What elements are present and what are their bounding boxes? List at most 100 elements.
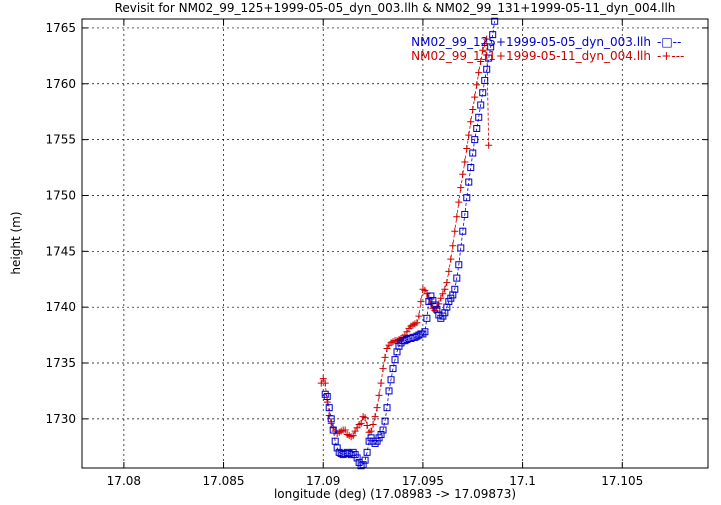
- data-point-series-1: [451, 285, 459, 293]
- data-point-series-2: [327, 419, 335, 427]
- data-point-series-1: [487, 43, 495, 51]
- data-point-series-1: [385, 387, 393, 395]
- legend-sample: -□--: [657, 35, 681, 49]
- chart-title: Revisit for NM02_99_125+1999-05-05_dyn_0…: [115, 1, 676, 15]
- data-point-series-1: [325, 404, 333, 412]
- data-point-series-1: [421, 328, 429, 336]
- data-point-series-1: [327, 415, 335, 423]
- data-point-series-1: [387, 376, 395, 384]
- data-point-series-2: [453, 213, 461, 221]
- data-point-series-2: [423, 290, 431, 298]
- data-point-series-2: [445, 267, 453, 275]
- data-point-series-2: [377, 379, 385, 387]
- data-point-series-2: [371, 413, 379, 421]
- data-point-series-2: [479, 46, 487, 54]
- data-point-series-2: [381, 353, 389, 361]
- data-point-series-1: [321, 390, 329, 398]
- data-point-series-1: [329, 426, 337, 434]
- data-point-series-1: [371, 439, 379, 447]
- data-point-series-1: [481, 76, 489, 84]
- x-tick-label: 17.105: [601, 474, 643, 488]
- data-point-series-1: [453, 274, 461, 282]
- legend: NM02_99_125+1999-05-05_dyn_003.llh -□-- NM…: [411, 35, 684, 63]
- data-point-series-2: [469, 105, 477, 113]
- y-tick-label: 1765: [45, 21, 76, 35]
- data-point-series-1: [457, 244, 465, 252]
- data-point-series-1: [471, 136, 479, 144]
- data-point-series-1: [331, 437, 339, 445]
- plot-frame: [81, 18, 709, 469]
- data-point-series-2: [341, 426, 349, 434]
- data-point-series-2: [361, 414, 369, 422]
- data-point-series-1: [459, 227, 467, 235]
- data-point-series-2: [349, 432, 357, 440]
- data-point-series-2: [373, 404, 381, 412]
- y-tick-label: 1760: [45, 77, 76, 91]
- data-point-series-1: [479, 89, 487, 97]
- data-point-series-1: [461, 210, 469, 218]
- data-point-series-1: [357, 462, 365, 470]
- data-point-series-2: [471, 93, 479, 101]
- data-point-series-2: [415, 312, 423, 320]
- data-point-series-2: [413, 319, 421, 327]
- data-point-series-2: [483, 35, 491, 43]
- legend-label: NM02_99_125+1999-05-05_dyn_003.llh: [411, 35, 651, 49]
- data-point-series-1: [465, 178, 473, 186]
- data-point-series-1: [381, 417, 389, 425]
- data-point-series-2: [379, 365, 387, 373]
- data-point-series-2: [465, 131, 473, 139]
- data-point-series-1: [379, 426, 387, 434]
- data-point-series-1: [483, 65, 491, 73]
- data-point-series-2: [447, 255, 455, 263]
- data-point-series-1: [349, 448, 357, 456]
- y-tick-label: 1735: [45, 356, 76, 370]
- data-point-series-2: [481, 40, 489, 48]
- data-point-series-1: [485, 54, 493, 62]
- data-point-series-1: [489, 31, 497, 39]
- data-point-series-1: [419, 330, 427, 338]
- data-point-series-1: [389, 365, 397, 373]
- data-point-series-2: [443, 279, 451, 287]
- data-point-series-2: [321, 379, 329, 387]
- data-point-series-2: [463, 145, 471, 153]
- data-point-series-2: [375, 391, 383, 399]
- data-point-series-1: [391, 356, 399, 364]
- data-point-series-2: [319, 375, 327, 383]
- data-point-series-2: [357, 419, 365, 427]
- data-point-series-2: [367, 427, 375, 435]
- data-point-series-1: [475, 113, 483, 121]
- data-point-series-2: [363, 422, 371, 430]
- x-tick-label: 17.08: [107, 474, 141, 488]
- data-point-series-2: [449, 242, 457, 250]
- data-point-series-2: [459, 170, 467, 178]
- data-point-series-1: [467, 164, 475, 172]
- y-tick-label: 1730: [45, 412, 76, 426]
- data-point-series-1: [437, 314, 445, 322]
- data-point-series-1: [469, 149, 477, 157]
- data-point-series-1: [363, 448, 371, 456]
- data-point-series-1: [429, 296, 437, 304]
- x-tick-label: 17.1: [509, 474, 536, 488]
- data-point-series-2: [417, 298, 425, 306]
- y-tick-label: 1740: [45, 300, 76, 314]
- data-point-series-1: [383, 404, 391, 412]
- data-point-series-1: [333, 444, 341, 452]
- data-point-series-2: [467, 118, 475, 126]
- y-axis-label: height (m): [9, 211, 23, 274]
- data-point-series-1: [423, 314, 431, 322]
- data-point-series-1: [463, 194, 471, 202]
- data-point-series-1: [353, 454, 361, 462]
- data-point-series-1: [491, 17, 499, 25]
- x-tick-label: 17.095: [402, 474, 444, 488]
- axis-ticks: 17.08 17.085 17.09 17.095 17.1 17.105 1730 1735…: [45, 19, 708, 488]
- x-tick-label: 17.09: [306, 474, 340, 488]
- series-markers: [317, 17, 499, 470]
- data-point-series-1: [323, 393, 331, 401]
- legend-sample: -+---: [657, 49, 684, 63]
- data-point-series-2: [461, 158, 469, 166]
- data-point-series-1: [477, 101, 485, 109]
- data-point-series-1: [361, 456, 369, 464]
- data-point-series-2: [473, 81, 481, 89]
